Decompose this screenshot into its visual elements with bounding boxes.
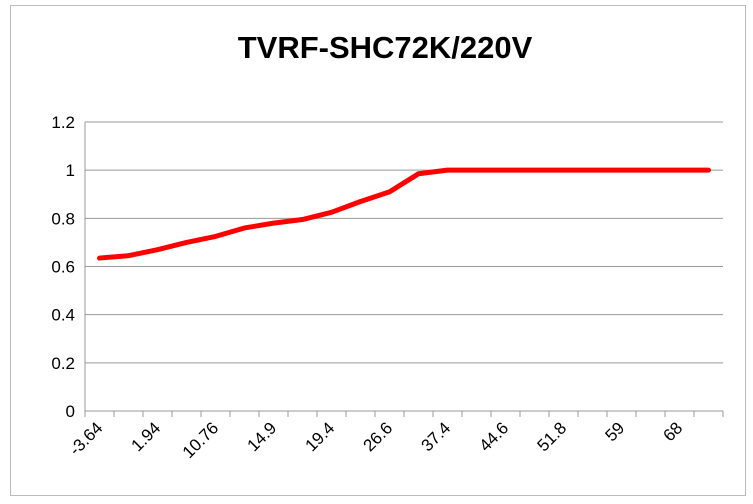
y-tick-label: 0.2 [51,354,75,373]
y-tick-label: 0.4 [51,306,75,325]
y-tick-label: 0 [66,402,75,421]
chart-title: TVRF-SHC72K/220V [238,30,533,65]
chart-border [10,5,746,496]
y-tick-label: 1.2 [51,113,75,132]
y-tick-label: 0.6 [51,258,75,277]
y-tick-label: 0.8 [51,209,75,228]
line [97,167,711,261]
y-tick-label: 1 [66,161,75,180]
